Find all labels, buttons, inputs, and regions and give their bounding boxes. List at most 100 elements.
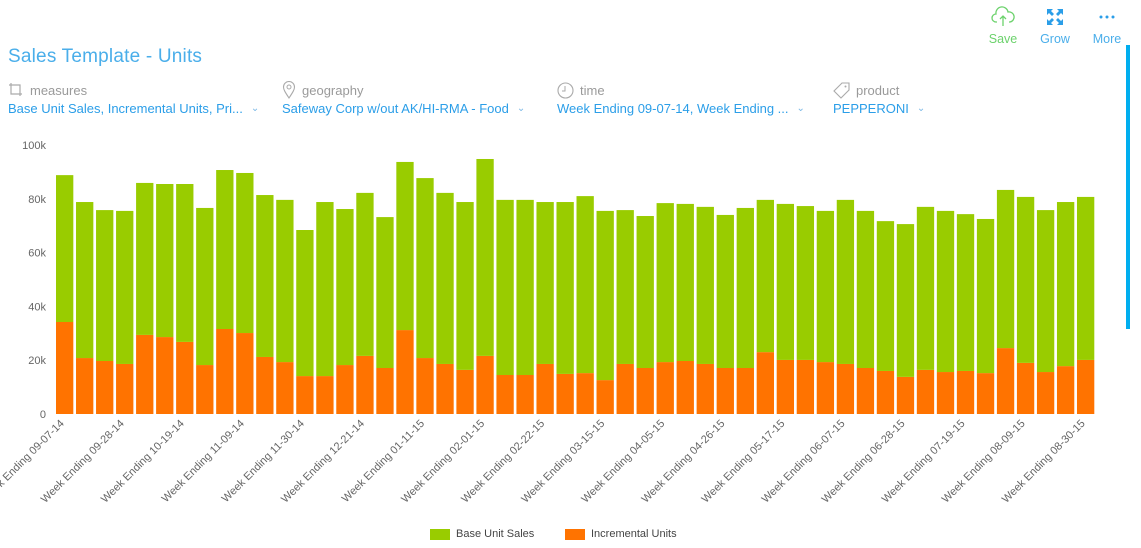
bar-base-unit-sales[interactable] [356, 192, 374, 356]
legend-item-incremental[interactable]: Incremental Units [565, 528, 677, 540]
bar-base-unit-sales[interactable] [1036, 210, 1055, 373]
bar-base-unit-sales[interactable] [196, 207, 214, 366]
bar-incremental-units[interactable] [176, 341, 194, 414]
bar-incremental-units[interactable] [736, 368, 754, 414]
bar-incremental-units[interactable] [1016, 362, 1035, 414]
bar-incremental-units[interactable] [356, 355, 374, 414]
bar-base-unit-sales[interactable] [836, 199, 855, 364]
more-button[interactable]: More [1081, 6, 1133, 46]
bar-base-unit-sales[interactable] [596, 210, 614, 381]
bar-base-unit-sales[interactable] [936, 210, 955, 373]
bar-incremental-units[interactable] [596, 380, 614, 414]
grow-button[interactable]: Grow [1029, 6, 1081, 46]
bar-base-unit-sales[interactable] [376, 217, 394, 369]
bar-incremental-units[interactable] [416, 358, 434, 414]
bar-base-unit-sales[interactable] [696, 206, 714, 364]
bar-incremental-units[interactable] [56, 322, 74, 414]
bar-incremental-units[interactable] [1056, 366, 1075, 414]
bar-incremental-units[interactable] [876, 370, 895, 414]
bar-base-unit-sales[interactable] [976, 218, 995, 374]
bar-incremental-units[interactable] [996, 348, 1015, 414]
bar-base-unit-sales[interactable] [896, 224, 915, 377]
bar-base-unit-sales[interactable] [296, 230, 314, 377]
bar-incremental-units[interactable] [296, 376, 314, 414]
bar-incremental-units[interactable] [196, 365, 214, 414]
bar-incremental-units[interactable] [936, 372, 955, 414]
bar-incremental-units[interactable] [376, 368, 394, 414]
bar-base-unit-sales[interactable] [336, 209, 354, 366]
bar-base-unit-sales[interactable] [456, 202, 474, 370]
bar-incremental-units[interactable] [756, 352, 774, 414]
bar-base-unit-sales[interactable] [816, 210, 835, 363]
bar-incremental-units[interactable] [316, 376, 334, 414]
bar-base-unit-sales[interactable] [776, 203, 795, 360]
bar-incremental-units[interactable] [776, 359, 795, 414]
bar-base-unit-sales[interactable] [436, 192, 454, 364]
time-dropdown[interactable]: Week Ending 09-07-14, Week Ending ... ⌄ [557, 101, 805, 116]
bar-base-unit-sales[interactable] [96, 210, 114, 362]
product-dropdown[interactable]: PEPPERONI ⌄ [833, 101, 925, 116]
bar-incremental-units[interactable] [76, 358, 94, 414]
bar-base-unit-sales[interactable] [416, 178, 434, 359]
save-button[interactable]: Save [977, 6, 1029, 46]
bar-base-unit-sales[interactable] [156, 184, 174, 338]
bar-base-unit-sales[interactable] [396, 161, 414, 331]
bar-incremental-units[interactable] [696, 363, 714, 414]
bar-incremental-units[interactable] [236, 333, 254, 414]
bar-incremental-units[interactable] [576, 373, 594, 414]
bar-incremental-units[interactable] [136, 334, 154, 414]
bar-base-unit-sales[interactable] [876, 221, 895, 371]
bar-incremental-units[interactable] [636, 368, 654, 414]
bar-base-unit-sales[interactable] [536, 202, 554, 364]
bar-base-unit-sales[interactable] [956, 214, 975, 371]
bar-incremental-units[interactable] [716, 368, 734, 414]
bar-incremental-units[interactable] [816, 362, 835, 414]
bar-incremental-units[interactable] [556, 373, 574, 414]
bar-incremental-units[interactable] [396, 330, 414, 414]
bar-incremental-units[interactable] [456, 369, 474, 414]
bar-base-unit-sales[interactable] [1076, 196, 1095, 360]
scrollbar[interactable] [1126, 45, 1130, 329]
bar-base-unit-sales[interactable] [136, 182, 154, 335]
legend-item-base[interactable]: Base Unit Sales [430, 528, 534, 540]
geography-dropdown[interactable]: Safeway Corp w/out AK/HI-RMA - Food ⌄ [282, 101, 525, 116]
bar-base-unit-sales[interactable] [616, 210, 634, 364]
bar-base-unit-sales[interactable] [496, 199, 514, 375]
bar-base-unit-sales[interactable] [856, 210, 875, 369]
bar-base-unit-sales[interactable] [916, 206, 935, 370]
bar-incremental-units[interactable] [156, 337, 174, 414]
bar-base-unit-sales[interactable] [276, 199, 294, 363]
bar-incremental-units[interactable] [896, 376, 915, 414]
bar-base-unit-sales[interactable] [556, 202, 574, 374]
bar-base-unit-sales[interactable] [656, 203, 674, 363]
bar-base-unit-sales[interactable] [756, 199, 774, 353]
bar-base-unit-sales[interactable] [236, 172, 254, 334]
bar-incremental-units[interactable] [536, 363, 554, 414]
bar-base-unit-sales[interactable] [1056, 202, 1075, 367]
bar-base-unit-sales[interactable] [256, 195, 274, 357]
bar-base-unit-sales[interactable] [476, 158, 494, 356]
bar-incremental-units[interactable] [1036, 372, 1055, 414]
bar-base-unit-sales[interactable] [636, 216, 654, 369]
bar-incremental-units[interactable] [116, 363, 134, 414]
bar-incremental-units[interactable] [336, 365, 354, 414]
bar-incremental-units[interactable] [216, 328, 234, 414]
bar-incremental-units[interactable] [956, 370, 975, 414]
bar-base-unit-sales[interactable] [716, 214, 734, 369]
bar-incremental-units[interactable] [1076, 359, 1095, 414]
bar-incremental-units[interactable] [796, 359, 815, 414]
bar-base-unit-sales[interactable] [516, 199, 534, 375]
bar-base-unit-sales[interactable] [796, 206, 815, 360]
bar-base-unit-sales[interactable] [1016, 196, 1035, 363]
bar-incremental-units[interactable] [836, 363, 855, 414]
bar-incremental-units[interactable] [856, 368, 875, 414]
bar-base-unit-sales[interactable] [216, 170, 234, 329]
bar-base-unit-sales[interactable] [736, 207, 754, 369]
bar-base-unit-sales[interactable] [56, 175, 74, 323]
bar-incremental-units[interactable] [436, 363, 454, 414]
bar-incremental-units[interactable] [276, 362, 294, 414]
bar-base-unit-sales[interactable] [176, 184, 194, 342]
bar-incremental-units[interactable] [256, 356, 274, 414]
bar-incremental-units[interactable] [916, 369, 935, 414]
bar-base-unit-sales[interactable] [996, 189, 1015, 349]
